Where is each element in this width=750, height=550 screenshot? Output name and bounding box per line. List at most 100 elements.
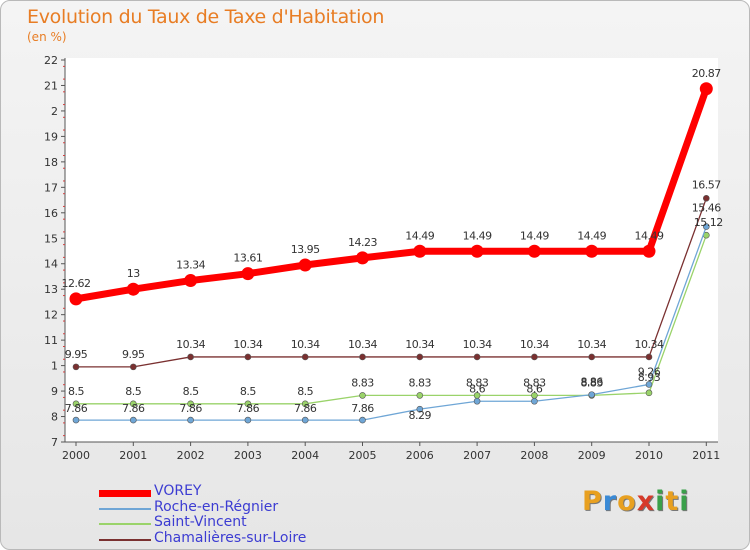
data-label: 14.49 [405,229,434,242]
data-label: 14.49 [463,229,492,242]
legend-label-vorey: VOREY [154,483,202,499]
x-tick-label: 2001 [119,449,147,462]
data-label: 7.86 [237,402,260,415]
data-label: 8.86 [580,376,603,389]
data-point [301,353,309,361]
data-point [359,416,366,424]
data-point [244,400,252,408]
data-point [359,392,366,399]
data-point [588,353,596,361]
data-point [585,244,599,258]
legend-swatch-chamalieres [99,539,151,541]
x-tick-label: 2002 [177,449,205,462]
logo-letter: o [617,486,637,517]
x-tick-label: 2008 [520,449,548,462]
data-point [72,400,80,408]
data-label: 7.86 [294,402,317,415]
data-point [527,244,541,258]
data-point [187,416,194,424]
data-label: 10.34 [176,338,205,351]
data-point [298,258,312,272]
y-tick-label: 1 [51,360,58,373]
proxiti-logo: Proxiti [582,486,690,517]
series-line [76,198,707,368]
data-label: 8.83 [466,376,489,389]
data-label: 8.5 [68,385,84,398]
data-label: 7.86 [351,402,374,415]
data-label: 8.83 [580,376,603,389]
logo-letter: r [602,486,618,517]
y-tick-label: 14 [44,258,58,271]
logo-letter: i [679,486,690,517]
legend-label-roche: Roche-en-Régnier [154,499,279,515]
data-point [241,267,255,281]
data-point [416,353,424,361]
data-point [645,389,653,397]
x-tick-label: 2006 [406,449,434,462]
data-point [642,244,656,258]
legend-label-chamalieres: Chamalières-sur-Loire [154,530,307,546]
chart-title: Evolution du Taux de Taxe d'Habitation [27,6,385,28]
data-point [244,353,252,361]
data-point [588,391,596,398]
data-label: 14.23 [348,236,377,249]
legend-swatch-vorey [99,490,151,497]
data-label: 14.49 [577,229,606,242]
data-label: 12.62 [62,277,91,290]
data-label: 7.86 [65,402,88,415]
y-tick-label: 13 [44,283,58,296]
data-point [470,244,484,258]
data-label: 8.5 [297,385,313,398]
y-tick-label: 2 [51,105,58,118]
logo-letter: i [655,486,666,517]
data-point [416,392,424,399]
data-label: 8.29 [409,409,432,422]
data-point [72,363,80,371]
data-label: 8.5 [125,385,141,398]
data-label: 13 [127,267,140,280]
data-label: 15.12 [694,216,723,229]
legend-swatch-roche [99,508,151,510]
data-label: 14.49 [520,229,549,242]
y-tick-label: 19 [44,130,58,143]
data-point [126,282,140,296]
data-label: 9.26 [638,365,661,378]
y-tick-label: 22 [44,54,58,67]
data-label: 9.95 [65,348,88,361]
y-tick-label: 15 [44,232,58,245]
data-label: 13.34 [176,259,205,272]
data-point [699,82,713,96]
logo-letter: t [665,486,680,517]
data-label: 8.5 [183,385,199,398]
data-label: 8.83 [409,376,432,389]
data-point [301,400,309,408]
y-tick-label: 21 [44,79,58,92]
data-point [356,251,369,265]
data-point [130,363,137,371]
data-label: 8.6 [469,382,485,395]
data-label: 10.34 [291,338,320,351]
y-tick-label: 17 [44,181,58,194]
y-tick-label: 18 [44,156,58,169]
y-tick-label: 12 [44,309,58,322]
x-tick-label: 2009 [578,449,606,462]
data-point [130,400,137,408]
y-tick-label: 8 [51,411,58,424]
data-label: 10.34 [577,338,606,351]
y-tick-label: 9 [51,385,58,398]
data-label: 10.34 [348,338,377,351]
x-tick-label: 2005 [349,449,377,462]
data-label: 8.93 [638,371,661,384]
data-point [531,353,538,361]
data-point [244,416,252,424]
data-label: 10.34 [405,338,434,351]
data-label: 14.49 [635,229,664,242]
data-point [413,244,427,258]
series-line [76,226,707,421]
data-label: 7.86 [122,402,145,415]
data-label: 9.95 [122,348,145,361]
data-point [130,416,137,424]
data-point [359,353,366,361]
data-point [416,405,424,413]
y-unit-label: (en %) [27,30,67,44]
